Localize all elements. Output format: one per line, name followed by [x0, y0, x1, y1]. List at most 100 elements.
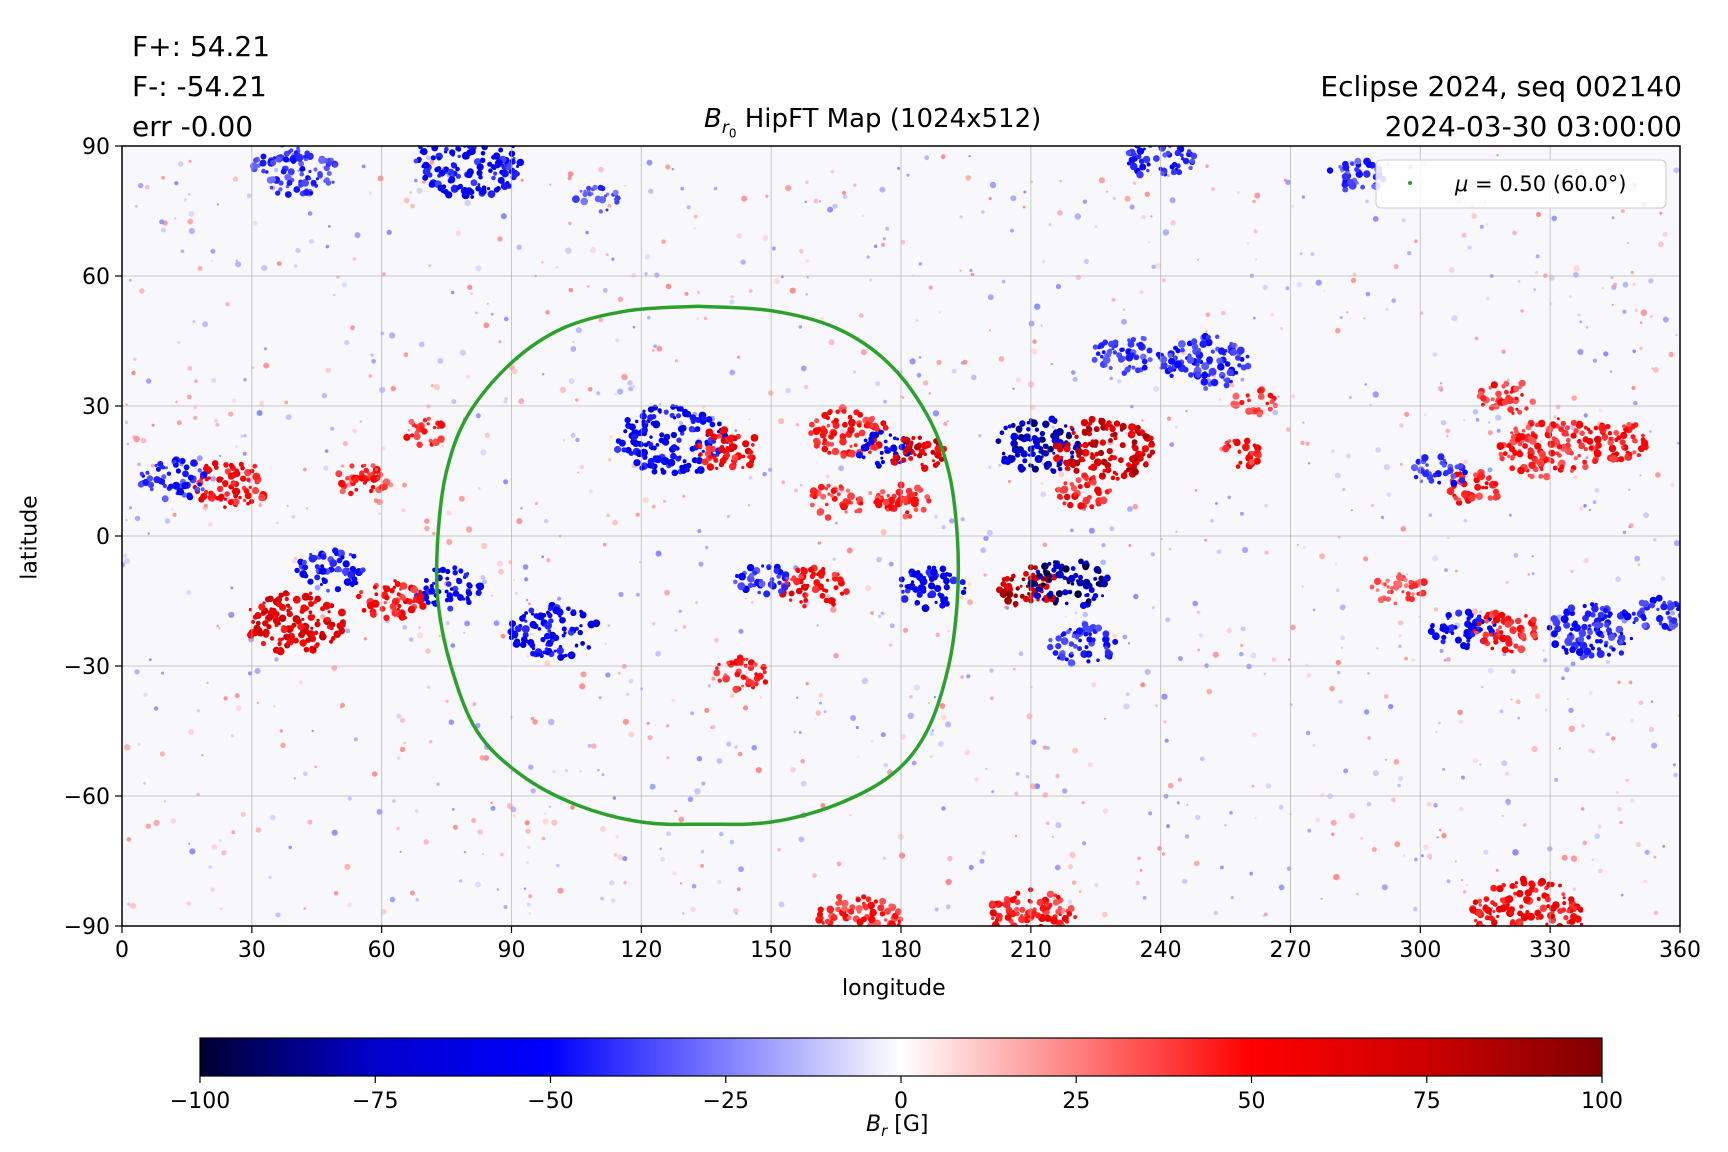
region-mark [1170, 169, 1177, 176]
region-mark [302, 564, 309, 571]
region-mark [383, 614, 390, 622]
region-mark [1484, 486, 1489, 490]
region-mark [932, 459, 935, 463]
region-mark [444, 589, 449, 594]
region-mark [307, 614, 315, 621]
region-mark [1596, 647, 1602, 652]
speckle-mark [273, 705, 276, 708]
region-mark [182, 470, 189, 478]
speckle-mark [830, 169, 834, 174]
region-mark [552, 606, 560, 615]
speckle-mark [143, 692, 148, 698]
region-mark [1354, 157, 1362, 165]
speckle-mark [835, 521, 838, 525]
speckle-mark [396, 713, 402, 719]
region-mark [1560, 615, 1569, 624]
region-mark [1098, 575, 1105, 582]
speckle-mark [1495, 868, 1499, 872]
speckle-mark [1603, 631, 1606, 634]
speckle-mark [790, 766, 796, 773]
colorbar-gradient [199, 1037, 1603, 1077]
speckle-mark [1289, 624, 1296, 631]
region-mark [826, 483, 831, 488]
speckle-mark [1299, 252, 1303, 255]
region-mark [1089, 504, 1095, 510]
x-axis-label: longitude [842, 976, 946, 1001]
speckle-mark [268, 875, 272, 880]
region-mark [1492, 609, 1499, 617]
region-mark [164, 466, 168, 470]
speckle-mark [1626, 241, 1630, 245]
speckle-mark [548, 805, 552, 808]
speckle-mark [380, 908, 387, 915]
mu-contour-line [434, 304, 961, 827]
region-mark [258, 603, 266, 611]
speckle-mark [371, 771, 378, 777]
speckle-mark [324, 449, 329, 453]
region-mark [809, 421, 815, 428]
speckle-mark [870, 739, 874, 743]
speckle-mark [980, 547, 987, 554]
region-mark [1247, 398, 1251, 403]
region-mark [561, 626, 567, 632]
region-mark [464, 132, 467, 135]
region-mark [1486, 475, 1492, 481]
region-mark [516, 164, 520, 168]
region-mark [457, 154, 461, 159]
region-mark [1598, 423, 1607, 432]
speckle-mark [1040, 491, 1047, 498]
region-mark [1028, 463, 1033, 468]
region-mark [303, 139, 307, 143]
region-mark [1588, 652, 1595, 659]
speckle-mark [736, 233, 742, 239]
speckle-mark [1523, 823, 1527, 827]
region-mark [284, 191, 292, 198]
speckle-mark [1594, 488, 1600, 493]
speckle-mark [161, 227, 166, 233]
region-mark [916, 453, 923, 459]
region-mark [648, 442, 654, 448]
region-mark [330, 636, 336, 641]
speckle-mark [832, 557, 836, 561]
region-mark [839, 437, 847, 446]
region-mark [360, 567, 366, 573]
region-mark [556, 647, 564, 655]
region-mark [677, 405, 684, 412]
region-mark [1022, 595, 1030, 603]
region-mark [1104, 645, 1108, 650]
region-mark [919, 577, 928, 586]
speckle-mark [126, 442, 130, 446]
region-mark [1607, 431, 1613, 436]
region-mark [1463, 633, 1467, 637]
region-mark [1066, 926, 1069, 929]
speckle-mark [122, 553, 128, 558]
speckle-mark [617, 671, 621, 675]
speckle-mark [534, 501, 539, 506]
region-mark [1586, 427, 1591, 432]
speckle-mark [441, 444, 444, 448]
speckle-mark [424, 525, 430, 532]
region-mark [457, 139, 462, 144]
speckle-mark [1580, 807, 1585, 811]
region-mark [408, 418, 415, 425]
speckle-mark [1082, 199, 1088, 204]
region-mark [838, 942, 841, 945]
region-mark [1618, 650, 1625, 656]
region-mark [883, 439, 888, 444]
region-mark [200, 487, 205, 492]
speckle-mark [1439, 648, 1444, 654]
region-mark [1023, 433, 1032, 442]
region-mark [821, 425, 826, 431]
region-mark [1066, 629, 1071, 634]
region-mark [1632, 450, 1637, 455]
region-mark [1608, 444, 1617, 453]
speckle-mark [924, 155, 930, 161]
region-mark [898, 443, 906, 451]
speckle-mark [750, 601, 754, 604]
region-mark [363, 479, 368, 484]
region-mark [1631, 611, 1636, 616]
speckle-mark [311, 729, 314, 733]
flux-error-label: err -0.00 [132, 110, 254, 143]
speckle-mark [1583, 413, 1589, 418]
speckle-mark [1601, 287, 1605, 290]
